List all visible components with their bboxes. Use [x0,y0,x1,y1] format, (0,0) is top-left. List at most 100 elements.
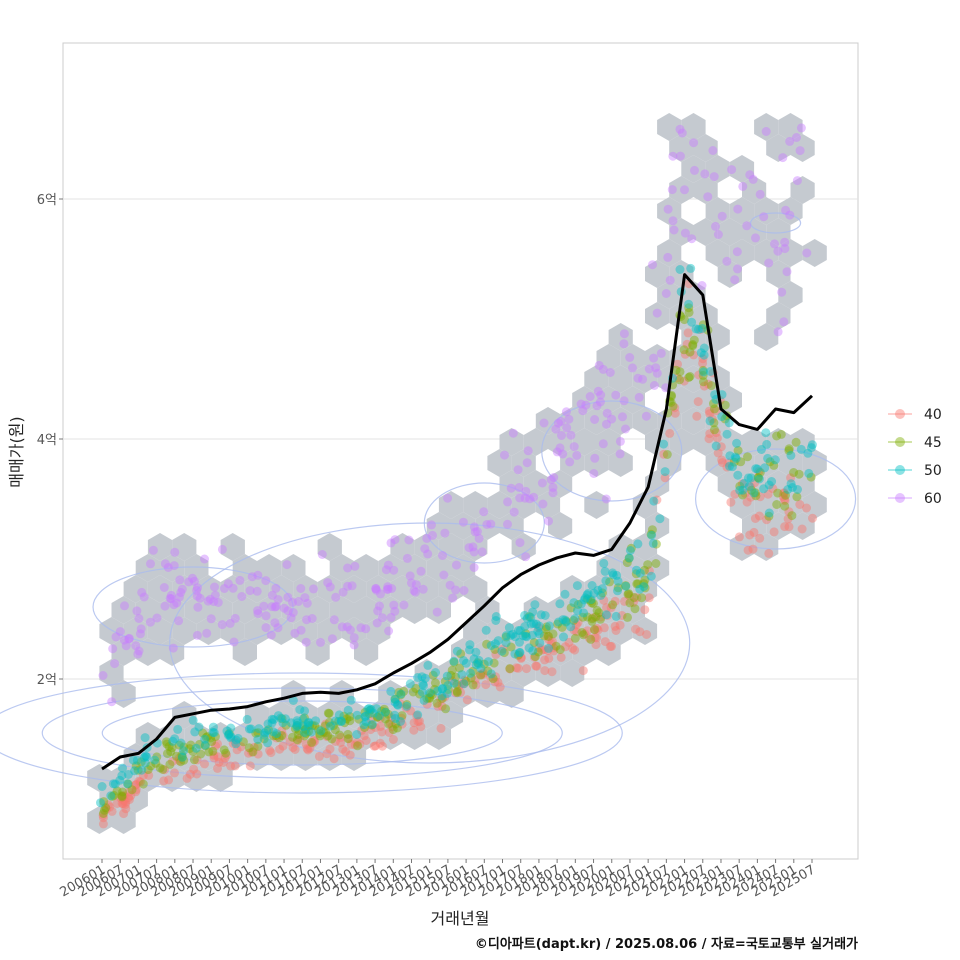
point-series-60 [529,492,539,502]
point-series-60 [730,275,740,285]
source-caption: ©디아파트(dapt.kr) / 2025.08.06 / 자료=국토교통부 실… [474,937,858,952]
point-series-45 [629,593,639,602]
hex-bin [378,680,403,708]
point-series-60 [687,234,697,244]
point-series-45 [360,707,370,717]
point-series-45 [345,712,355,722]
density-contour [0,672,623,794]
point-series-40 [314,751,324,761]
x-axis-title: 거래년월 [431,909,490,928]
point-series-45 [633,579,643,589]
hex-bin [135,596,160,624]
point-series-60 [382,585,392,594]
point-series-60 [325,582,335,592]
point-series-40 [293,736,303,746]
point-series-60 [166,590,176,600]
point-series-60 [611,390,621,400]
hex-bin [742,218,767,246]
point-series-45 [343,729,353,739]
point-series-45 [671,365,681,375]
point-series-45 [443,685,453,694]
point-series-60 [555,443,565,453]
point-series-60 [722,256,732,266]
point-series-45 [640,565,649,575]
x-axis-ticks: 2006012006072007012007072008012008072009… [58,859,818,900]
point-series-50 [132,755,142,765]
hex-bin [172,533,197,561]
point-series-50 [515,637,524,647]
point-series-50 [520,622,530,631]
point-series-60 [175,575,185,585]
point-series-40 [610,596,620,606]
point-series-60 [174,592,184,602]
point-series-60 [266,630,276,640]
point-series-50 [117,771,127,781]
hex-bin [317,701,342,729]
point-series-60 [271,583,281,593]
point-series-50 [515,648,524,658]
point-series-50 [191,743,201,753]
hex-bin [742,176,767,204]
point-series-40 [436,694,446,704]
point-series-50 [311,716,321,726]
point-series-50 [510,649,520,659]
point-series-50 [431,668,440,677]
hex-bin [681,365,706,393]
point-series-60 [384,626,394,636]
point-series-50 [560,589,570,599]
point-series-40 [590,625,600,635]
hex-bin [645,344,670,372]
point-series-50 [601,610,611,620]
point-series-45 [288,732,297,742]
point-series-40 [160,765,169,775]
point-series-40 [422,699,432,709]
point-series-45 [394,687,404,697]
hex-bin [620,386,645,414]
hex-bin [766,302,791,330]
hex-bin [87,764,112,792]
point-series-60 [751,233,760,243]
point-series-45 [709,399,718,409]
point-series-40 [249,742,259,752]
point-series-60 [779,317,789,327]
hex-bin [535,407,561,435]
point-series-60 [261,623,271,633]
point-series-45 [792,492,802,502]
point-series-60 [778,153,788,163]
point-series-50 [118,763,127,773]
hex-bin [729,155,755,183]
point-series-60 [404,535,414,545]
point-series-50 [711,441,721,451]
point-series-40 [230,737,240,747]
point-series-45 [772,431,782,441]
point-series-45 [353,741,363,751]
point-series-40 [164,775,174,785]
point-series-60 [619,396,629,406]
hex-bin [729,491,755,519]
point-series-40 [357,725,367,735]
point-series-60 [329,615,339,625]
point-series-60 [253,606,263,616]
point-series-50 [115,775,125,785]
point-series-40 [375,713,385,723]
point-series-60 [420,544,430,554]
point-series-50 [96,798,105,808]
point-series-60 [549,473,559,482]
point-series-45 [473,658,483,668]
point-series-40 [228,738,238,748]
point-series-45 [569,616,579,625]
point-series-60 [708,146,718,155]
legend-key-60 [895,493,905,503]
point-series-45 [133,765,143,775]
point-series-50 [648,538,658,548]
point-series-60 [270,602,280,612]
point-series-60 [219,584,229,593]
point-series-60 [371,583,381,593]
hex-bin [402,554,427,582]
point-series-40 [415,716,424,726]
point-series-40 [694,370,704,380]
point-series-50 [675,265,685,274]
hex-bin [305,638,330,666]
point-series-40 [119,791,129,801]
point-series-60 [176,588,186,597]
